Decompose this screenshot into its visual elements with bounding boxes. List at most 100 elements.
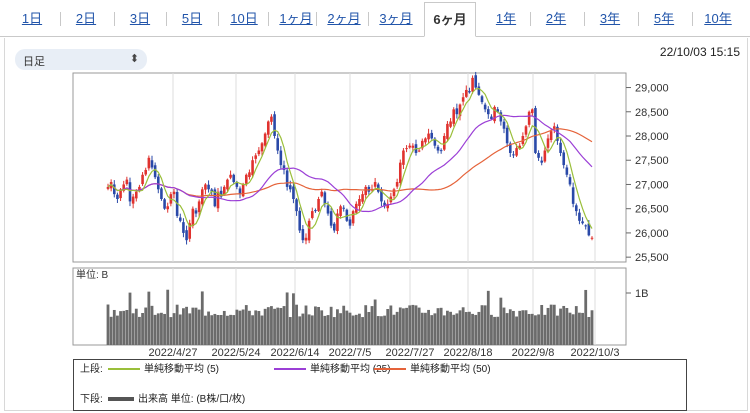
candle-body xyxy=(119,189,122,199)
volume-bar xyxy=(112,309,116,345)
volume-bar xyxy=(138,316,141,345)
volume-bar xyxy=(222,310,226,345)
candle-body xyxy=(345,209,349,221)
volume-bar xyxy=(562,305,566,345)
candle-body xyxy=(436,146,440,151)
candle-body xyxy=(191,208,195,226)
candle-body xyxy=(449,121,452,127)
candle-body xyxy=(288,185,292,190)
candle-body xyxy=(468,91,471,93)
volume-bar xyxy=(125,309,129,345)
volume-bar xyxy=(354,314,358,345)
volume-bar xyxy=(430,315,434,345)
chevron-updown-icon: ⬍ xyxy=(129,53,139,65)
volume-bar xyxy=(200,291,204,345)
volume-bar xyxy=(455,313,459,345)
candle-period-select[interactable]: 日足 ⬍ xyxy=(15,49,147,70)
candle-body xyxy=(326,205,330,214)
candle-body xyxy=(320,191,324,197)
volume-bar xyxy=(153,314,157,345)
volume-bar xyxy=(527,313,531,345)
legend-ma50-label: 単純移動平均 (50) xyxy=(410,364,491,375)
volume-bar xyxy=(411,304,415,345)
tab-6[interactable]: 1ヶ月 xyxy=(279,11,313,26)
volume-bar xyxy=(310,315,314,345)
candle-body xyxy=(499,112,503,122)
candle-body xyxy=(329,211,333,226)
volume-bar xyxy=(449,311,452,345)
candle-body xyxy=(238,188,242,195)
volume-bar xyxy=(446,310,449,345)
volume-bar xyxy=(244,305,248,345)
price-tick-label: 26,500 xyxy=(635,204,669,216)
candle-body xyxy=(304,237,308,241)
candle-body xyxy=(229,174,232,178)
volume-bar xyxy=(279,308,283,345)
candle-body xyxy=(125,179,129,185)
volume-bar xyxy=(480,305,484,345)
candle-body xyxy=(537,152,540,158)
volume-bar xyxy=(414,305,418,345)
legend-upper-label: 上段: xyxy=(80,364,103,375)
candle-body xyxy=(571,187,575,204)
candle-body xyxy=(427,133,430,140)
tab-11[interactable]: 2年 xyxy=(545,11,567,26)
volume-bar xyxy=(229,314,232,345)
volume-bar xyxy=(232,315,236,345)
volume-bar xyxy=(543,314,547,345)
candle-body xyxy=(131,196,135,204)
candle-body xyxy=(310,211,314,218)
candle-body xyxy=(222,186,226,195)
candle-body xyxy=(486,109,490,115)
volume-bar xyxy=(285,292,289,345)
volume-bar xyxy=(505,313,509,345)
candle-body xyxy=(546,138,550,148)
volume-bar xyxy=(424,312,427,345)
tab-14[interactable]: 10年 xyxy=(704,11,732,26)
price-tick-label: 29,000 xyxy=(635,83,669,95)
volume-bar xyxy=(420,312,424,345)
date-tick-label: 2022/9/8 xyxy=(512,347,555,359)
volume-bar xyxy=(144,307,148,345)
volume-bar xyxy=(295,304,298,345)
date-tick-label: 2022/10/3 xyxy=(571,347,620,359)
volume-bar xyxy=(116,315,119,345)
tab-12[interactable]: 3年 xyxy=(599,11,621,26)
volume-bar xyxy=(156,313,160,345)
tab-4[interactable]: 5日 xyxy=(181,11,203,26)
tab-10[interactable]: 1年 xyxy=(495,11,517,26)
volume-bar xyxy=(122,310,126,345)
volume-bar xyxy=(581,312,584,345)
tab-1[interactable]: 1日 xyxy=(21,11,43,26)
tab-9[interactable]: 6ヶ月 xyxy=(424,2,476,37)
volume-bar xyxy=(537,314,540,345)
tab-13[interactable]: 5年 xyxy=(653,11,675,26)
volume-bar xyxy=(254,310,258,345)
candle-body xyxy=(348,219,352,226)
volume-bar xyxy=(389,305,393,345)
volume-bar xyxy=(128,292,132,345)
candle-body xyxy=(556,126,559,141)
volume-bar xyxy=(361,317,364,345)
candle-body xyxy=(358,199,361,207)
candle-body xyxy=(452,109,456,124)
legend-ma25-label: 単純移動平均 (25) xyxy=(310,364,391,375)
candle-body xyxy=(116,194,119,199)
legend-lower-label: 下段: xyxy=(80,394,103,405)
candle-body xyxy=(285,170,289,187)
volume-bar xyxy=(169,317,173,345)
volume-bar xyxy=(185,306,188,345)
candle-body xyxy=(156,176,160,190)
volume-bar xyxy=(515,316,518,345)
candle-body xyxy=(386,203,390,209)
tab-5[interactable]: 10日 xyxy=(230,11,258,26)
volume-bar xyxy=(367,312,371,345)
candle-body xyxy=(141,174,144,185)
tab-8[interactable]: 3ヶ月 xyxy=(379,11,413,26)
candle-body xyxy=(339,206,342,216)
volume-bar xyxy=(530,313,534,345)
volume-bar xyxy=(398,307,402,345)
tab-7[interactable]: 2ヶ月 xyxy=(327,11,361,26)
tab-2[interactable]: 2日 xyxy=(75,11,97,26)
tab-3[interactable]: 3日 xyxy=(129,11,151,26)
